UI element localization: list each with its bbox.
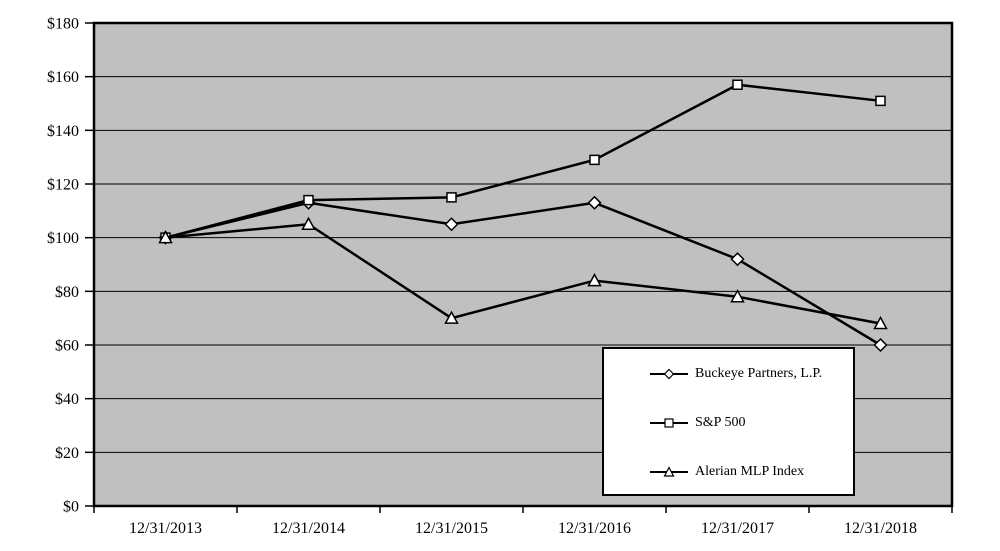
legend-label-sp500: S&P 500 (695, 415, 746, 430)
x-axis-tick-label: 12/31/2013 (129, 520, 202, 537)
legend-label-alerian: Alerian MLP Index (695, 464, 805, 479)
series-line-0 (165, 201, 882, 347)
y-axis-tick-label: $100 (47, 230, 79, 247)
y-axis-tick-label: $60 (55, 338, 79, 355)
y-axis-tick-label: $180 (47, 16, 79, 33)
diamond-marker (873, 337, 888, 353)
y-axis-tick-label: $80 (55, 284, 79, 301)
legend-label-buckeye: Buckeye Partners, L.P. (695, 366, 823, 381)
legend-key-square-icon (650, 418, 688, 428)
y-axis-tick-label: $40 (55, 391, 79, 408)
x-axis-tick-label: 12/31/2015 (415, 520, 488, 537)
legend-item-sp500: S&P 500 (650, 415, 745, 431)
square-marker (732, 79, 743, 90)
triangle-marker (444, 310, 459, 324)
square-marker (446, 192, 457, 203)
legend-key-diamond-icon (650, 368, 688, 380)
y-axis-tick-label: $140 (47, 123, 79, 140)
y-axis-tick-label: $160 (47, 69, 79, 86)
chart-legend: Buckeye Partners, L.P. S&P 500 Alerian M… (602, 347, 855, 496)
legend-key-triangle-icon (650, 466, 688, 477)
diamond-marker (587, 195, 602, 210)
legend-item-alerian: Alerian MLP Index (650, 464, 804, 480)
triangle-marker (873, 315, 888, 330)
x-axis-tick-label: 12/31/2014 (272, 520, 345, 537)
y-axis-tick-label: $120 (47, 177, 79, 194)
square-marker (303, 194, 314, 206)
triangle-marker (158, 230, 173, 244)
diamond-marker (444, 217, 459, 232)
diamond-marker (730, 252, 745, 267)
legend-item-buckeye: Buckeye Partners, L.P. (650, 366, 822, 382)
x-axis-tick-label: 12/31/2018 (844, 520, 917, 537)
series-line-1 (165, 83, 881, 239)
series-line-2 (165, 222, 881, 325)
triangle-marker (587, 273, 602, 287)
triangle-marker (301, 216, 316, 230)
x-axis-tick-label: 12/31/2017 (701, 520, 774, 537)
square-marker (589, 154, 600, 166)
y-axis-tick-label: $0 (63, 499, 79, 516)
y-axis-tick-label: $20 (55, 445, 79, 462)
square-marker (875, 95, 886, 107)
triangle-marker (730, 289, 745, 303)
x-axis-tick-label: 12/31/2016 (558, 520, 631, 537)
